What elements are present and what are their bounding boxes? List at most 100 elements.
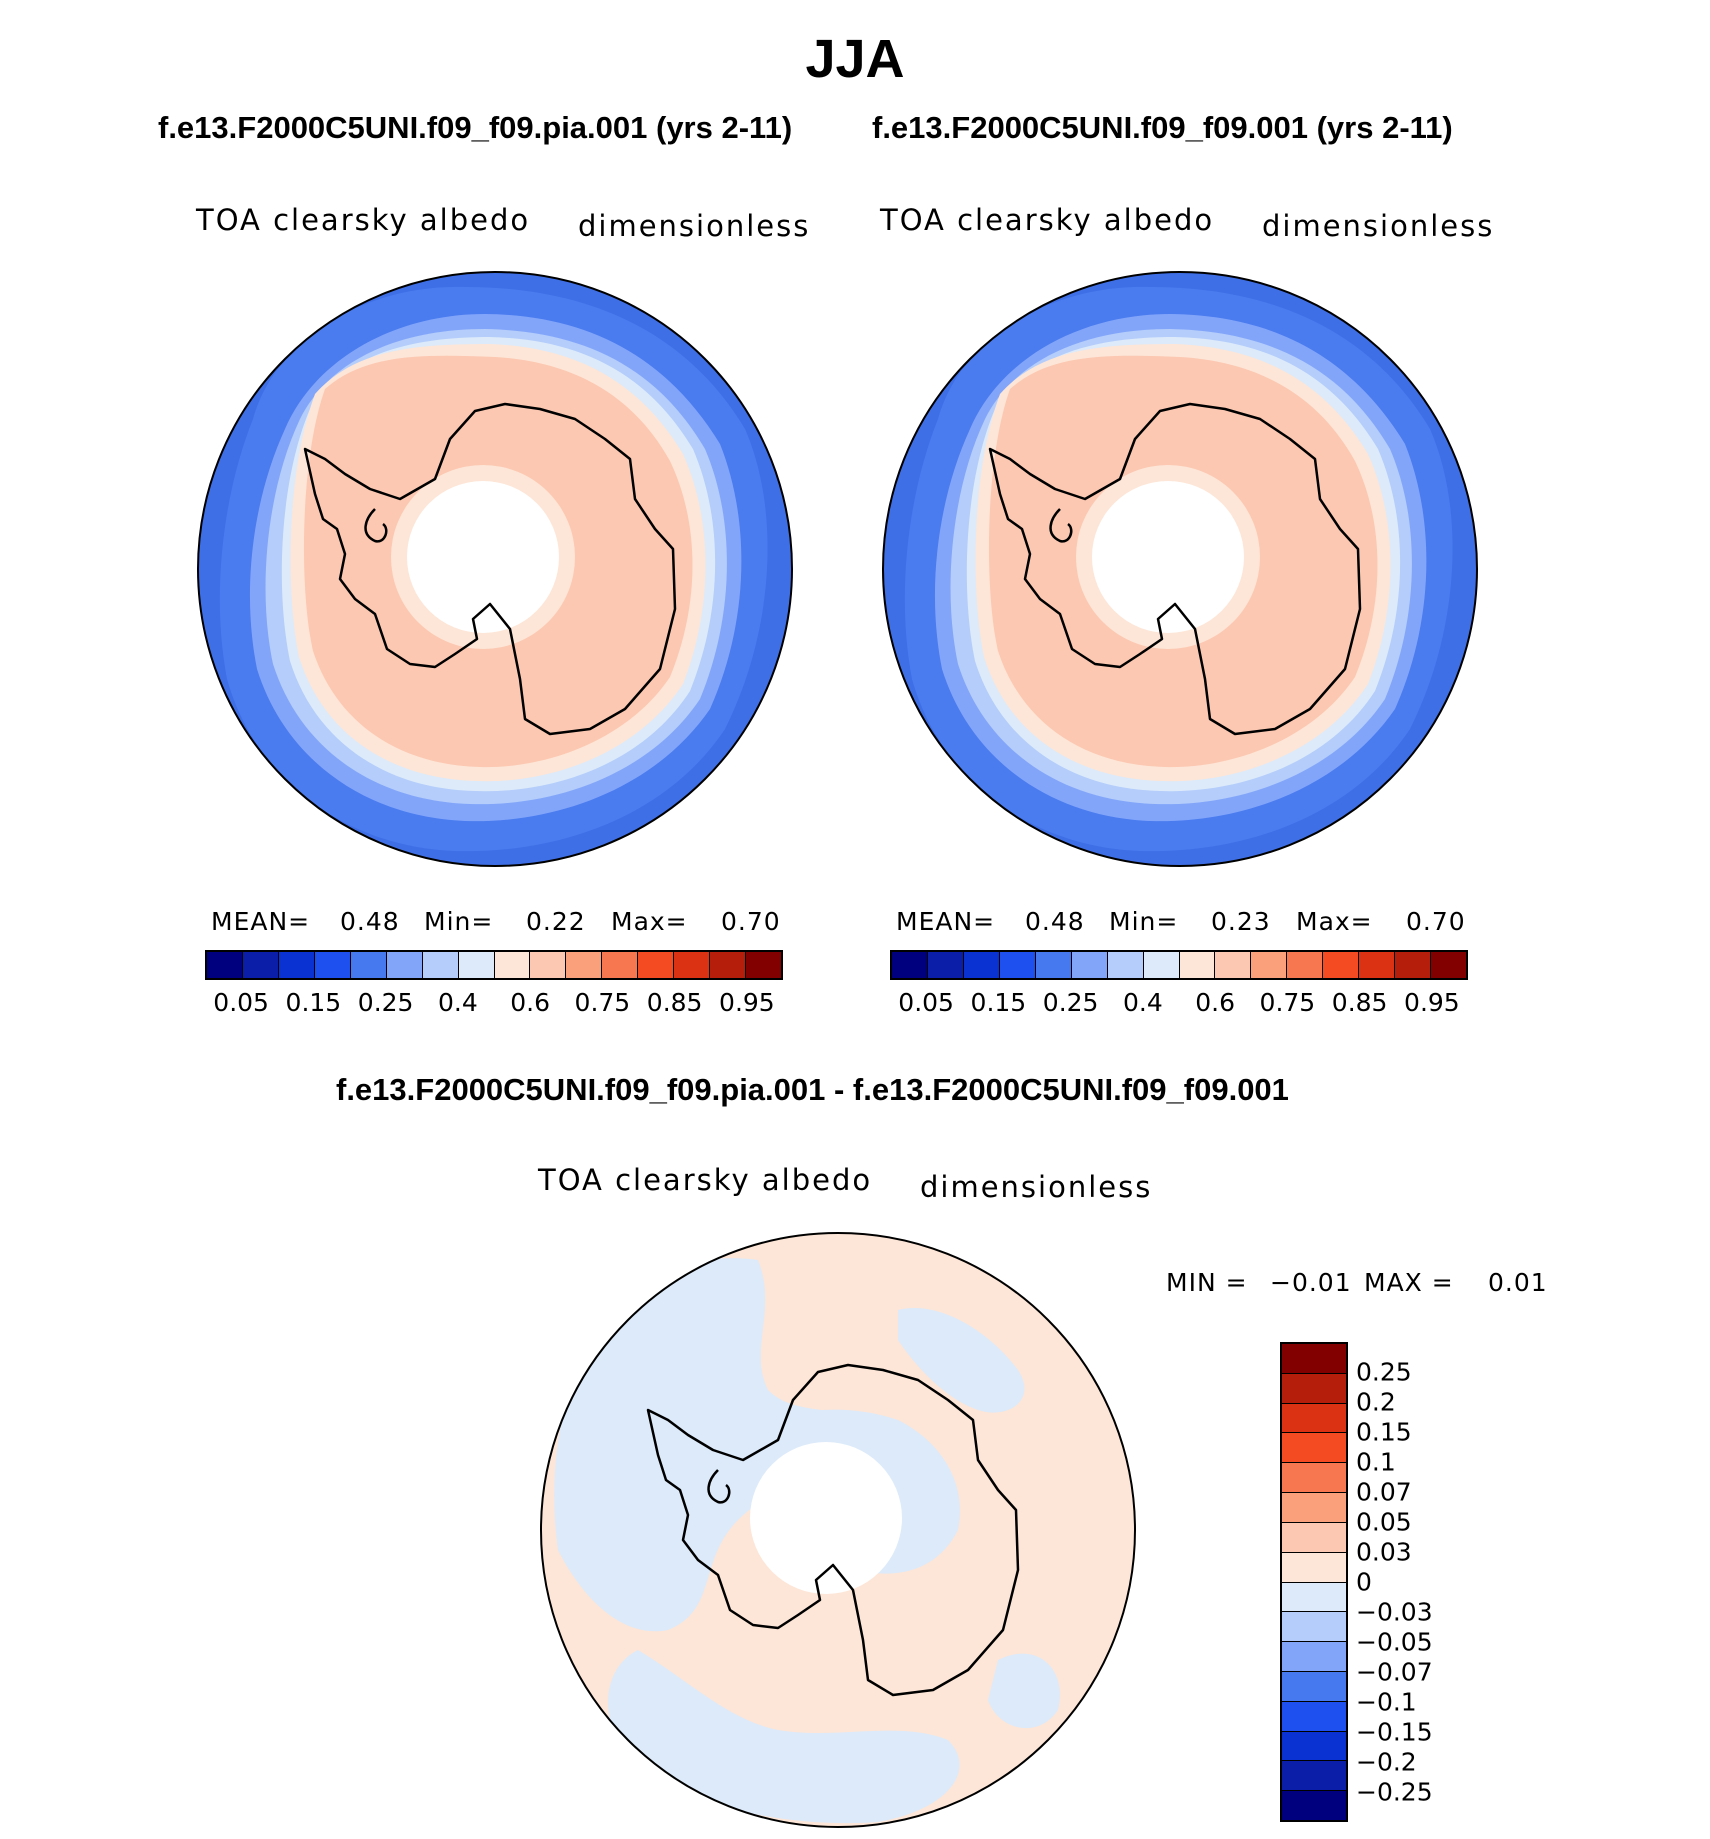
- panel-1-colorbar-tick-label: 0.6: [510, 988, 551, 1017]
- panel-1-case-title: f.e13.F2000C5UNI.f09_f09.pia.001 (yrs 2-…: [158, 110, 793, 145]
- difference-colorbar-swatch: [1282, 1493, 1346, 1523]
- panel-2-colorbar-tick-label: 0.75: [1259, 988, 1316, 1017]
- difference-min-value: −0.01: [1270, 1268, 1352, 1297]
- difference-colorbar-tick-label: 0.2: [1356, 1387, 1396, 1417]
- panel-2-colorbar-tick-label: 0.25: [1042, 988, 1099, 1017]
- panel-2-case-title: f.e13.F2000C5UNI.f09_f09.001 (yrs 2-11): [872, 110, 1453, 145]
- difference-units-label: dimensionless: [920, 1170, 1153, 1204]
- difference-variable-label: TOA clearsky albedo: [538, 1163, 873, 1197]
- panel-2-colorbar-swatch: [1107, 952, 1144, 978]
- panel-1-min-value: 0.22: [526, 907, 586, 936]
- panel-2-colorbar-swatch: [1359, 952, 1396, 978]
- panel-1-colorbar-swatch: [602, 952, 639, 978]
- panel-2-colorbar: [890, 950, 1468, 980]
- difference-colorbar-tick-label: 0.03: [1356, 1537, 1412, 1567]
- difference-colorbar-tick-label: −0.1: [1356, 1687, 1417, 1717]
- difference-title: f.e13.F2000C5UNI.f09_f09.pia.001 - f.e13…: [336, 1072, 1289, 1107]
- panel-1-colorbar-swatch: [566, 952, 603, 978]
- panel-1-mean-label: MEAN=: [211, 907, 311, 936]
- difference-colorbar-tick-label: −0.03: [1356, 1597, 1433, 1627]
- difference-colorbar-tick-label: −0.07: [1356, 1657, 1433, 1687]
- panel-2-colorbar-tick-label: 0.95: [1404, 988, 1460, 1017]
- difference-colorbar-tick-label: 0.05: [1356, 1507, 1412, 1537]
- difference-colorbar-swatch: [1282, 1344, 1346, 1374]
- panel-1-colorbar-swatch: [207, 952, 243, 978]
- panel-2-colorbar-swatch: [927, 952, 964, 978]
- difference-colorbar-swatch: [1282, 1761, 1346, 1792]
- panel-1-polar-map: [197, 271, 793, 867]
- difference-min-label: MIN =: [1166, 1268, 1248, 1297]
- panel-1-colorbar-swatch: [242, 952, 279, 978]
- panel-1-colorbar-swatch: [530, 952, 567, 978]
- difference-colorbar-tick-label: −0.25: [1356, 1777, 1433, 1807]
- difference-max-label: MAX =: [1364, 1268, 1454, 1297]
- panel-2-polar-map: [882, 271, 1478, 867]
- difference-colorbar-swatch: [1282, 1582, 1346, 1613]
- panel-1-colorbar-tick-label: 0.4: [437, 988, 478, 1017]
- difference-colorbar-swatch: [1282, 1642, 1346, 1672]
- panel-1-colorbar-swatch: [458, 952, 495, 978]
- difference-colorbar-tick-label: 0: [1356, 1567, 1372, 1597]
- panel-1-colorbar-tick-label: 0.15: [285, 988, 342, 1017]
- panel-2-colorbar-tick-label: 0.4: [1122, 988, 1163, 1017]
- panel-1-colorbar-swatch: [422, 952, 459, 978]
- panel-1-colorbar-swatch: [314, 952, 351, 978]
- difference-colorbar-tick-label: 0.1: [1356, 1447, 1396, 1477]
- panel-2-min-value: 0.23: [1211, 907, 1271, 936]
- difference-colorbar-tick-label: −0.2: [1356, 1747, 1417, 1777]
- panel-2-colorbar-swatch: [1431, 952, 1466, 978]
- panel-2-colorbar-tick-label: 0.05: [898, 988, 954, 1017]
- panel-2-colorbar-tick-label: 0.85: [1331, 988, 1388, 1017]
- panel-2-variable-label: TOA clearsky albedo: [880, 203, 1215, 237]
- panel-1-max-label: Max=: [611, 907, 688, 936]
- panel-2-colorbar-swatch: [963, 952, 1000, 978]
- panel-1-colorbar-swatch: [278, 952, 315, 978]
- difference-colorbar-swatch: [1282, 1552, 1346, 1583]
- panel-2-min-label: Min=: [1109, 907, 1179, 936]
- panel-1-variable-label: TOA clearsky albedo: [196, 203, 531, 237]
- difference-colorbar-swatch: [1282, 1522, 1346, 1553]
- panel-2-colorbar-swatch: [1251, 952, 1288, 978]
- main-title: JJA: [805, 29, 905, 89]
- panel-1-colorbar-ticks: 0.05 0.15 0.25 0.4 0.6 0.75 0.85 0.95: [205, 988, 783, 1018]
- panel-1-colorbar-tick-label: 0.05: [213, 988, 269, 1017]
- panel-1-colorbar-tick-label: 0.85: [646, 988, 703, 1017]
- panel-2-colorbar-swatch: [1071, 952, 1108, 978]
- panel-1-colorbar-swatch: [386, 952, 423, 978]
- difference-colorbar-tick-label: 0.07: [1356, 1477, 1412, 1507]
- difference-colorbar-tick-label: −0.15: [1356, 1717, 1433, 1747]
- panel-2-colorbar-swatch: [999, 952, 1036, 978]
- difference-colorbar-swatch: [1282, 1403, 1346, 1434]
- panel-2-colorbar-swatch: [892, 952, 928, 978]
- difference-colorbar-swatch: [1282, 1791, 1346, 1820]
- panel-1-colorbar-swatch: [746, 952, 781, 978]
- panel-2-colorbar-swatch: [1215, 952, 1252, 978]
- panel-1-colorbar-tick-label: 0.75: [574, 988, 631, 1017]
- panel-2-colorbar-swatch: [1287, 952, 1324, 978]
- panel-1-mean-value: 0.48: [340, 907, 400, 936]
- panel-1-colorbar-tick-label: 0.95: [719, 988, 775, 1017]
- difference-colorbar-swatch: [1282, 1731, 1346, 1762]
- panel-2-colorbar-tick-label: 0.15: [970, 988, 1027, 1017]
- panel-1-colorbar-tick-label: 0.25: [357, 988, 414, 1017]
- panel-1-min-label: Min=: [424, 907, 494, 936]
- panel-1-colorbar-swatch: [674, 952, 711, 978]
- difference-colorbar-tick-label: 0.15: [1356, 1417, 1412, 1447]
- panel-1-colorbar-swatch: [494, 952, 531, 978]
- panel-1-colorbar: [205, 950, 783, 980]
- panel-2-colorbar-swatch: [1035, 952, 1072, 978]
- panel-1-colorbar-swatch: [638, 952, 675, 978]
- panel-1-max-value: 0.70: [721, 907, 781, 936]
- difference-colorbar-swatch: [1282, 1463, 1346, 1494]
- difference-colorbar-ticks: 0.25 0.2 0.15 0.1 0.07 0.05 0.03 0 −0.03 −0.05 −0.…: [1356, 1342, 1486, 1822]
- difference-colorbar-swatch: [1282, 1701, 1346, 1732]
- panel-1-colorbar-swatch: [710, 952, 747, 978]
- panel-2-colorbar-tick-label: 0.6: [1195, 988, 1236, 1017]
- panel-2-colorbar-swatch: [1395, 952, 1432, 978]
- panel-2-max-value: 0.70: [1406, 907, 1466, 936]
- panel-1-colorbar-swatch: [350, 952, 387, 978]
- panel-1-units-label: dimensionless: [578, 209, 811, 243]
- difference-max-value: 0.01: [1488, 1268, 1548, 1297]
- panel-2-colorbar-swatch: [1179, 952, 1216, 978]
- panel-2-mean-value: 0.48: [1025, 907, 1085, 936]
